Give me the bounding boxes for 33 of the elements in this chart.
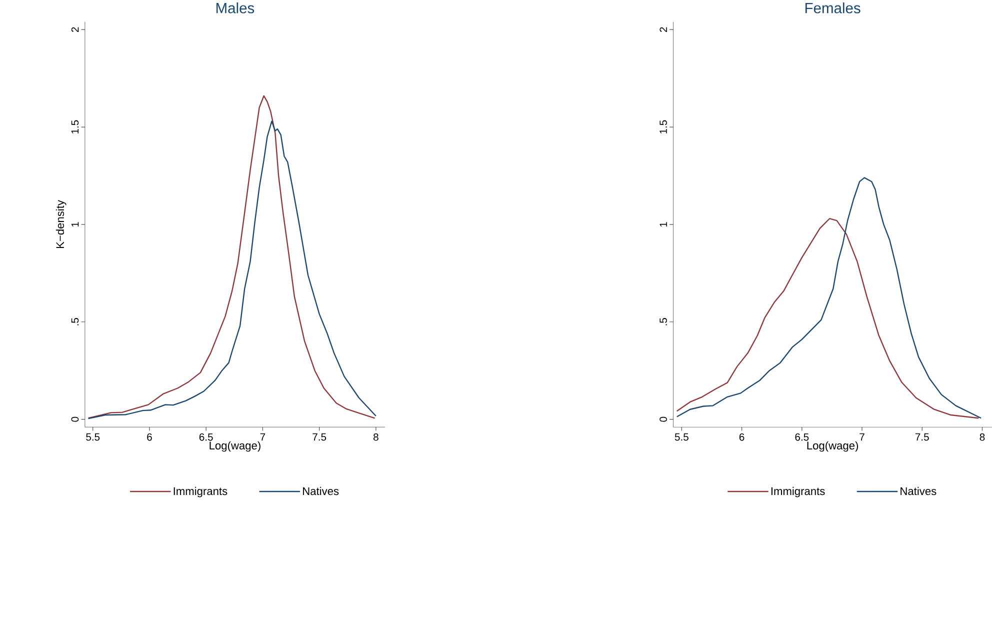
y-tick-label: 1 xyxy=(660,222,667,227)
y-tick-label: 0 xyxy=(660,416,667,422)
legend-label: Immigrants xyxy=(771,486,825,498)
x-tick-label: 6.5 xyxy=(199,433,213,441)
x-tick-label: 7 xyxy=(260,433,266,441)
legend-label: Natives xyxy=(303,486,339,496)
x-axis-title: Log(wage) xyxy=(807,441,858,452)
x-tick-label: 5.5 xyxy=(86,433,100,441)
line-series xyxy=(676,218,980,419)
x-tick-label: 7.5 xyxy=(915,433,929,441)
y-tick-label: 0 xyxy=(71,416,79,422)
x-tick-label: 6 xyxy=(739,433,744,441)
y-tick-label: .5 xyxy=(660,318,667,326)
x-tick-label: 6 xyxy=(147,433,152,441)
legend-label: Natives xyxy=(900,486,936,496)
x-tick-label: 7.5 xyxy=(312,433,326,441)
x-tick-label: 8 xyxy=(374,433,378,441)
y-tick-label: 1 xyxy=(72,222,79,227)
line-series xyxy=(676,177,982,419)
chart-title: Females xyxy=(805,2,860,14)
y-tick-label: 2 xyxy=(660,27,667,32)
x-tick-label: 8 xyxy=(980,433,985,441)
x-tick-label: 5.5 xyxy=(674,433,688,441)
x-tick-label: 6.5 xyxy=(795,433,809,441)
legend-label: Immigrants xyxy=(174,486,228,498)
y-tick-label: 1.5 xyxy=(71,120,79,134)
chart-title: Males xyxy=(216,2,254,14)
x-tick-label: 7 xyxy=(860,433,864,441)
y-tick-label: 1.5 xyxy=(660,120,667,134)
y-axis-title: K−density xyxy=(56,200,66,248)
x-axis-title: Log(wage) xyxy=(210,441,260,452)
y-tick-label: .5 xyxy=(71,318,79,326)
y-tick-label: 2 xyxy=(71,27,79,32)
